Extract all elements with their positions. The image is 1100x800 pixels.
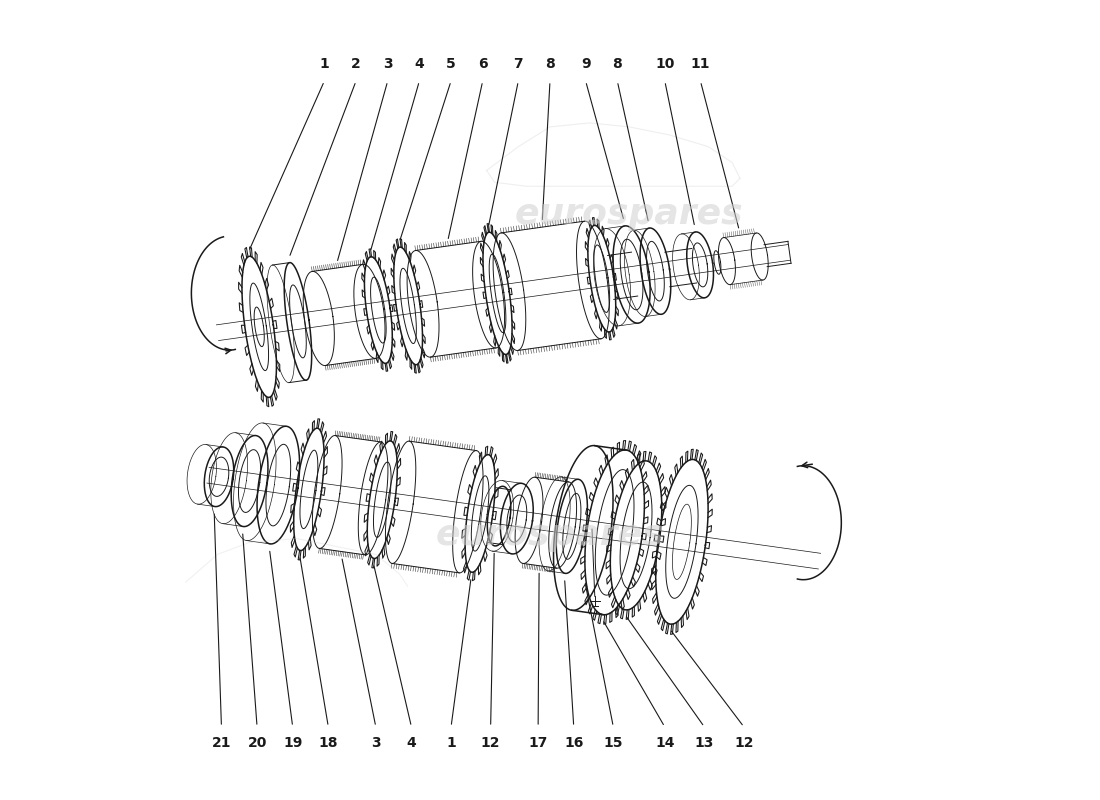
Text: 19: 19	[283, 737, 302, 750]
Text: 8: 8	[613, 58, 623, 71]
Text: 9: 9	[581, 58, 591, 71]
Text: 21: 21	[211, 737, 231, 750]
Text: 5: 5	[447, 58, 455, 71]
Text: eurospares: eurospares	[436, 518, 664, 551]
Text: 4: 4	[407, 737, 416, 750]
Text: eurospares: eurospares	[515, 197, 744, 231]
Text: 12: 12	[481, 737, 500, 750]
Text: 13: 13	[695, 737, 714, 750]
Text: 17: 17	[528, 737, 548, 750]
Text: 1: 1	[447, 737, 455, 750]
Text: 12: 12	[734, 737, 754, 750]
Text: 3: 3	[371, 737, 381, 750]
Text: 15: 15	[604, 737, 623, 750]
Text: 2: 2	[351, 58, 361, 71]
Text: 14: 14	[654, 737, 674, 750]
Text: 11: 11	[691, 58, 711, 71]
Text: 18: 18	[319, 737, 338, 750]
Text: 20: 20	[248, 737, 267, 750]
Text: 10: 10	[656, 58, 674, 71]
Text: 4: 4	[415, 58, 425, 71]
Text: 3: 3	[383, 58, 393, 71]
Text: 8: 8	[546, 58, 554, 71]
Text: 16: 16	[564, 737, 583, 750]
Text: 1: 1	[319, 58, 329, 71]
Text: 6: 6	[477, 58, 487, 71]
Text: 7: 7	[514, 58, 524, 71]
